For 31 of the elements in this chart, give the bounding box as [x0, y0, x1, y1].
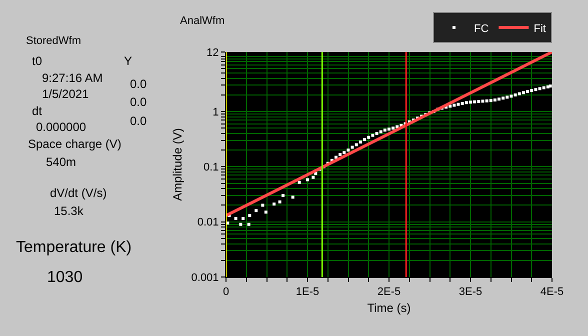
- x-tick-label: 0: [222, 286, 230, 298]
- text: t0: [32, 54, 42, 68]
- legend-label: FC: [474, 22, 489, 35]
- text: 1030: [47, 269, 83, 286]
- chart-title: AnalWfm: [180, 14, 225, 27]
- text: Y: [124, 54, 132, 68]
- y-tick-label: 1: [212, 106, 219, 118]
- y-tick-label: 0.01: [197, 216, 219, 229]
- text: Space charge (V): [28, 137, 122, 151]
- y-tick-label: 0.001: [191, 272, 219, 284]
- x-tick-label: 2E-5: [377, 286, 401, 298]
- text: Temperature (K): [16, 239, 132, 256]
- text: 540m: [46, 155, 76, 169]
- text: 0.0: [130, 77, 148, 91]
- text: 15.3k: [54, 204, 84, 218]
- text: dV/dt (V/s): [50, 186, 107, 200]
- x-tick-label: 1E-5: [296, 286, 320, 298]
- text: 1/5/2021: [42, 87, 90, 101]
- y-tick-label: 12: [206, 46, 219, 59]
- y-axis-title: Amplitude (V): [170, 128, 185, 201]
- text: dt: [32, 104, 43, 118]
- text: 9:27:16 AM: [42, 71, 103, 85]
- y-tick-label: 0.1: [204, 162, 219, 174]
- text: 0.0: [130, 114, 148, 128]
- text: 0.0: [130, 95, 148, 109]
- text: StoredWfm: [26, 35, 82, 47]
- x-tick-label: 4E-5: [540, 286, 564, 298]
- text: 0.000000: [36, 120, 86, 134]
- x-axis-title: Time (s): [367, 301, 411, 316]
- x-tick-label: 3E-5: [458, 286, 482, 298]
- legend-label: Fit: [534, 22, 546, 35]
